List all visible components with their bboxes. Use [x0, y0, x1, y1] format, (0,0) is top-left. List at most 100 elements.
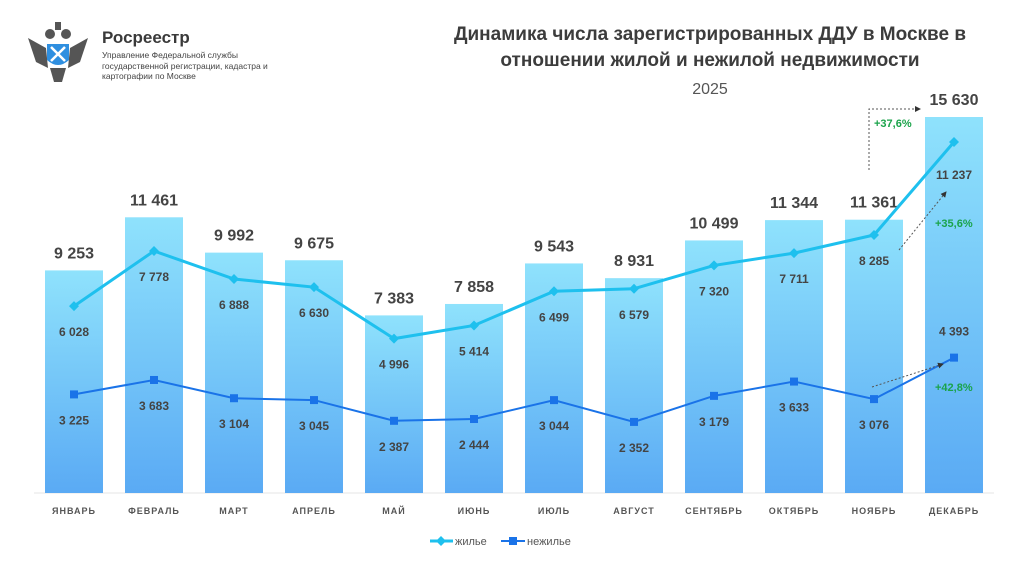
brand-name: Росреестр	[102, 28, 190, 47]
point-label: 3 044	[539, 419, 569, 433]
growth-annotation: +35,6%	[935, 218, 973, 230]
point-marker	[470, 415, 478, 424]
bar-4	[365, 315, 423, 493]
x-tick-label: ФЕВРАЛЬ	[128, 506, 180, 516]
point-marker	[150, 375, 158, 384]
point-label: 11 237	[936, 168, 972, 182]
point-marker	[949, 137, 959, 148]
point-label: 4 393	[939, 325, 969, 339]
bar-9	[765, 220, 823, 493]
organization-name: Управление Федеральной службы государств…	[102, 50, 268, 81]
bar-5	[445, 303, 503, 493]
point-marker	[310, 396, 318, 405]
x-tick-label: СЕНТЯБРЬ	[685, 506, 743, 516]
point-label: 6 888	[219, 298, 249, 312]
point-label: 3 104	[219, 417, 249, 431]
x-tick-label: НОЯБРЬ	[852, 506, 897, 516]
point-label: 7 320	[699, 284, 729, 298]
x-tick-label: ИЮЛЬ	[538, 506, 570, 516]
point-label: 2 444	[459, 438, 489, 452]
rosreestr-emblem-icon	[28, 22, 88, 82]
point-marker	[69, 301, 79, 312]
bar-total-label: 9 675	[294, 235, 334, 252]
point-marker	[149, 245, 159, 256]
point-marker	[950, 353, 958, 362]
point-label: 6 630	[299, 306, 329, 320]
point-label: 3 683	[139, 399, 169, 413]
point-label: 3 225	[59, 413, 89, 427]
bar-11	[925, 117, 983, 493]
point-label: 3 045	[299, 419, 329, 433]
bar-total-label: 11 361	[850, 195, 898, 212]
growth-annotation: +42,8%	[935, 382, 973, 394]
point-label: 2 387	[379, 440, 409, 454]
point-marker	[550, 396, 558, 405]
series-line-0	[73, 141, 956, 341]
point-marker	[870, 395, 878, 404]
x-tick-label: ДЕКАБРЬ	[929, 506, 979, 516]
point-label: 3 179	[699, 415, 729, 429]
growth-annotation: +37,6%	[874, 118, 912, 130]
legend-label: жилье	[455, 536, 487, 548]
bar-6	[525, 263, 583, 493]
point-marker	[389, 333, 399, 344]
legend-marker-nonresidential	[509, 537, 517, 545]
point-marker	[630, 417, 638, 426]
chart-title: Динамика числа зарегистрированных ДДУ в …	[453, 24, 967, 71]
point-label: 3 633	[779, 401, 809, 415]
point-label: 8 285	[859, 254, 889, 268]
point-marker	[469, 320, 479, 331]
point-marker	[229, 274, 239, 285]
bar-total-label: 10 499	[690, 215, 739, 232]
bar-total-label: 7 858	[454, 279, 494, 296]
growth-arrow-total	[868, 106, 921, 170]
bar-total-label: 15 630	[930, 92, 979, 109]
point-marker	[309, 282, 319, 293]
point-label: 7 711	[779, 272, 809, 286]
point-marker	[709, 260, 719, 271]
point-marker	[549, 286, 559, 297]
point-marker	[790, 377, 798, 386]
bar-total-label: 11 344	[770, 195, 818, 212]
point-marker	[710, 391, 718, 400]
point-label: 6 499	[539, 310, 569, 324]
x-tick-label: МАЙ	[382, 505, 405, 516]
bar-total-label: 9 992	[214, 228, 254, 245]
point-label: 4 996	[379, 358, 409, 372]
x-tick-label: ЯНВАРЬ	[52, 506, 96, 516]
bar-2	[205, 252, 263, 493]
point-label: 3 076	[859, 418, 889, 432]
point-marker	[869, 230, 879, 241]
x-tick-label: АВГУСТ	[613, 506, 654, 516]
point-label: 6 028	[59, 325, 89, 339]
x-tick-label: МАРТ	[219, 506, 248, 516]
point-marker	[390, 416, 398, 425]
x-tick-label: ИЮНЬ	[458, 506, 491, 516]
series-line-1	[73, 356, 955, 423]
x-tick-label: АПРЕЛЬ	[292, 506, 336, 516]
bar-3	[285, 260, 343, 493]
bar-total-label: 9 543	[534, 238, 574, 255]
chart-subtitle: 2025	[692, 81, 728, 98]
bar-10	[845, 219, 903, 493]
legend-marker-residential	[436, 536, 446, 546]
point-marker	[70, 390, 78, 399]
point-label: 2 352	[619, 441, 649, 455]
point-label: 6 579	[619, 308, 649, 322]
bar-total-label: 11 461	[130, 192, 178, 209]
bar-7	[605, 278, 663, 493]
bar-total-label: 9 253	[54, 245, 94, 262]
legend-label: нежилье	[527, 536, 571, 548]
bar-8	[685, 240, 743, 493]
point-marker	[230, 394, 238, 403]
bar-total-label: 7 383	[374, 290, 414, 307]
x-tick-label: ОКТЯБРЬ	[769, 506, 820, 516]
point-marker	[629, 283, 639, 294]
point-label: 5 414	[459, 344, 489, 358]
bar-total-label: 8 931	[614, 253, 654, 270]
point-label: 7 778	[139, 270, 169, 284]
growth-arrow-residential	[898, 191, 947, 251]
point-marker	[789, 248, 799, 259]
growth-arrow-nonresidential	[871, 362, 944, 388]
